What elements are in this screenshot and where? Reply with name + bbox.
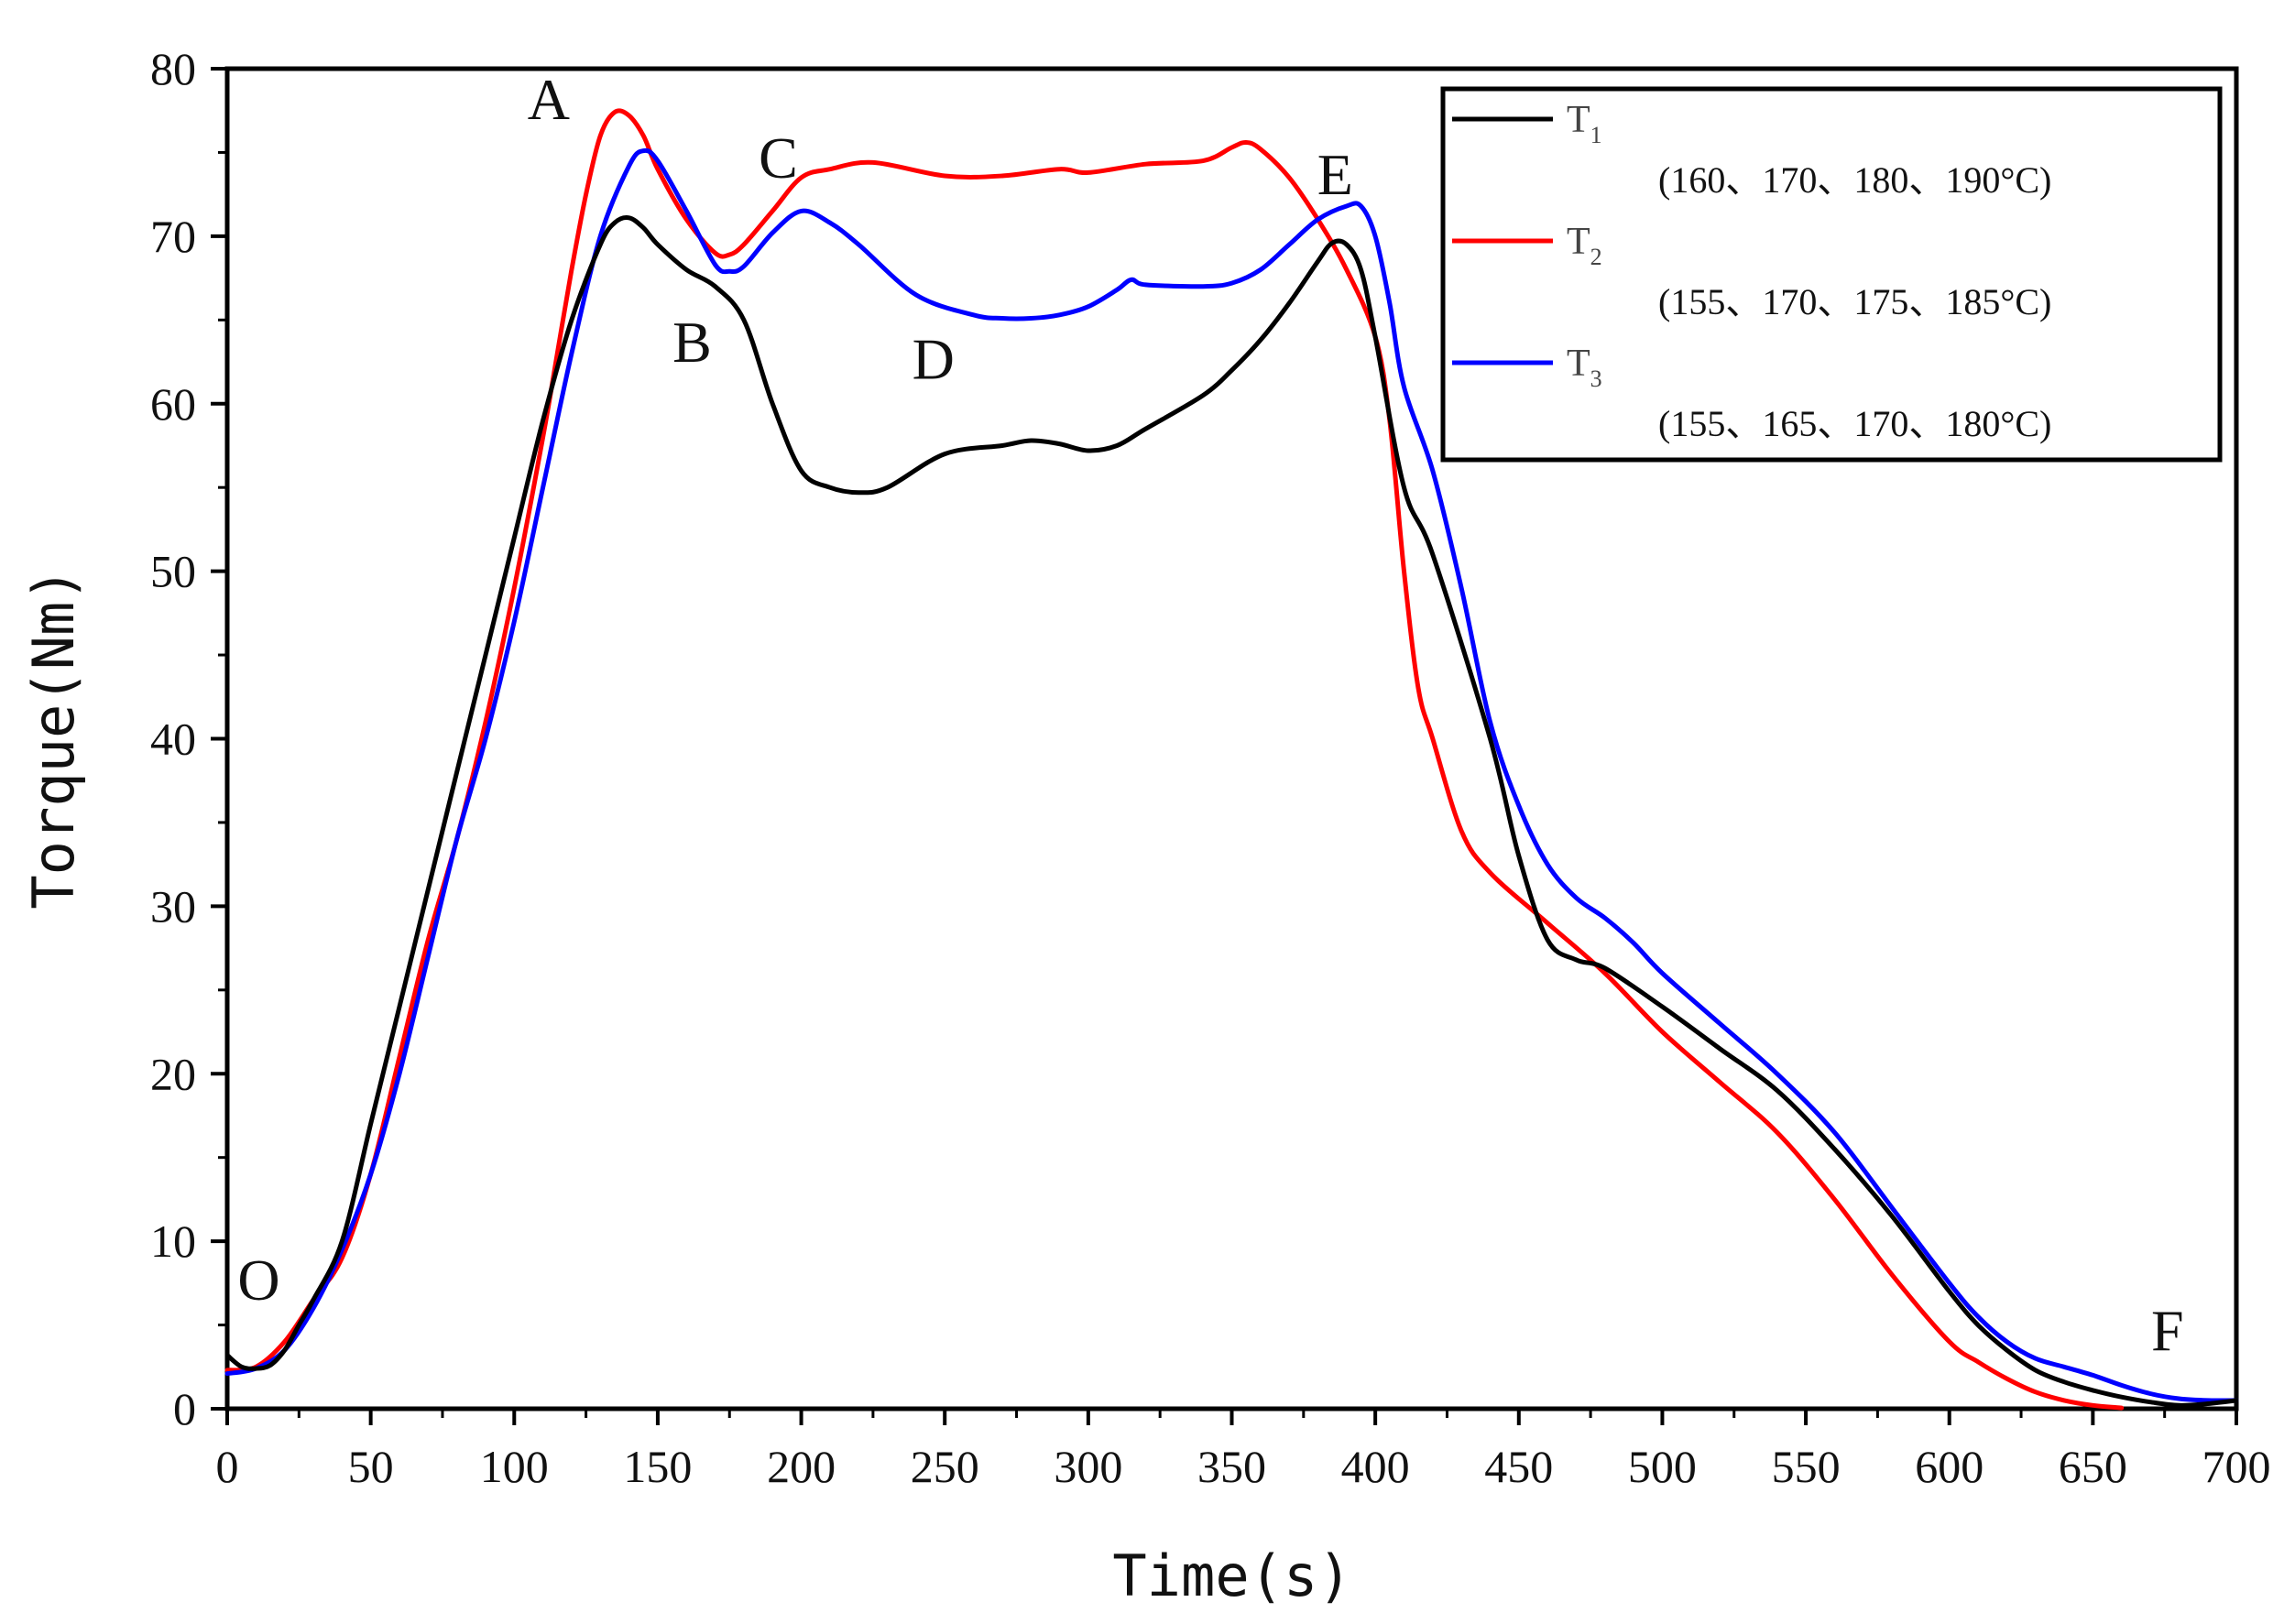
x-tick-label: 650 xyxy=(2059,1441,2127,1492)
legend-series-description: (155、170、175、185°C) xyxy=(1658,281,2051,322)
x-tick-label: 600 xyxy=(1915,1441,1984,1492)
annotation-label: F xyxy=(2151,1298,2184,1363)
legend-series-description: (155、165、170、180°C) xyxy=(1658,403,2051,444)
x-tick-label: 300 xyxy=(1054,1441,1122,1492)
x-tick-label: 400 xyxy=(1341,1441,1410,1492)
y-tick-label: 60 xyxy=(150,378,196,430)
y-tick-label: 40 xyxy=(150,714,196,765)
annotation-label: C xyxy=(759,125,798,191)
x-tick-label: 700 xyxy=(2202,1441,2271,1492)
x-tick-label: 500 xyxy=(1628,1441,1697,1492)
y-axis-ticks: 0 10 20 30 40 50 60 70 80 xyxy=(150,43,227,1434)
series-line-t2 xyxy=(224,108,2125,1411)
legend-series-subscript: 2 xyxy=(1590,244,1602,270)
y-tick-label: 70 xyxy=(150,211,196,262)
x-tick-label: 100 xyxy=(480,1441,549,1492)
x-tick-label: 0 xyxy=(216,1441,239,1492)
y-tick-label: 80 xyxy=(150,43,196,94)
y-axis-title: Torque(Nm) xyxy=(20,567,87,909)
x-tick-label: 50 xyxy=(348,1441,394,1492)
annotation-label: O xyxy=(237,1248,279,1313)
legend-series-subscript: 1 xyxy=(1590,122,1602,148)
x-tick-label: 350 xyxy=(1197,1441,1266,1492)
x-axis-title: Time(s) xyxy=(1112,1542,1351,1609)
legend-series-subscript: 3 xyxy=(1590,365,1602,392)
y-tick-label: 0 xyxy=(173,1383,196,1434)
y-tick-label: 10 xyxy=(150,1215,196,1267)
x-tick-label: 450 xyxy=(1484,1441,1553,1492)
x-tick-label: 200 xyxy=(767,1441,836,1492)
annotation-label: E xyxy=(1317,142,1353,207)
legend-entries: T1(160、170、180、190°C)T2(155、170、175、185°… xyxy=(1452,99,2051,444)
annotation-label: A xyxy=(528,67,570,132)
annotation-label: D xyxy=(913,326,955,391)
legend: T1(160、170、180、190°C)T2(155、170、175、185°… xyxy=(1440,86,2223,463)
series-layer xyxy=(224,108,2239,1411)
series-line-t1 xyxy=(224,215,2239,1408)
x-tick-label: 550 xyxy=(1772,1441,1841,1492)
x-tick-label: 150 xyxy=(623,1441,692,1492)
legend-series-description: (160、170、180、190°C) xyxy=(1658,159,2051,201)
y-tick-label: 50 xyxy=(150,546,196,597)
annotation-label: B xyxy=(672,310,712,375)
y-tick-label: 20 xyxy=(150,1048,196,1099)
x-axis-ticks: 0 50 100 150 200 250 300 350 400 450 500 550 600 650 7… xyxy=(216,1409,2271,1492)
point-annotations: O A B C D E F xyxy=(237,67,2183,1363)
y-tick-label: 30 xyxy=(150,880,196,932)
x-tick-label: 250 xyxy=(911,1441,979,1492)
legend-box xyxy=(1440,86,2223,463)
series-line-t3 xyxy=(224,147,2239,1403)
